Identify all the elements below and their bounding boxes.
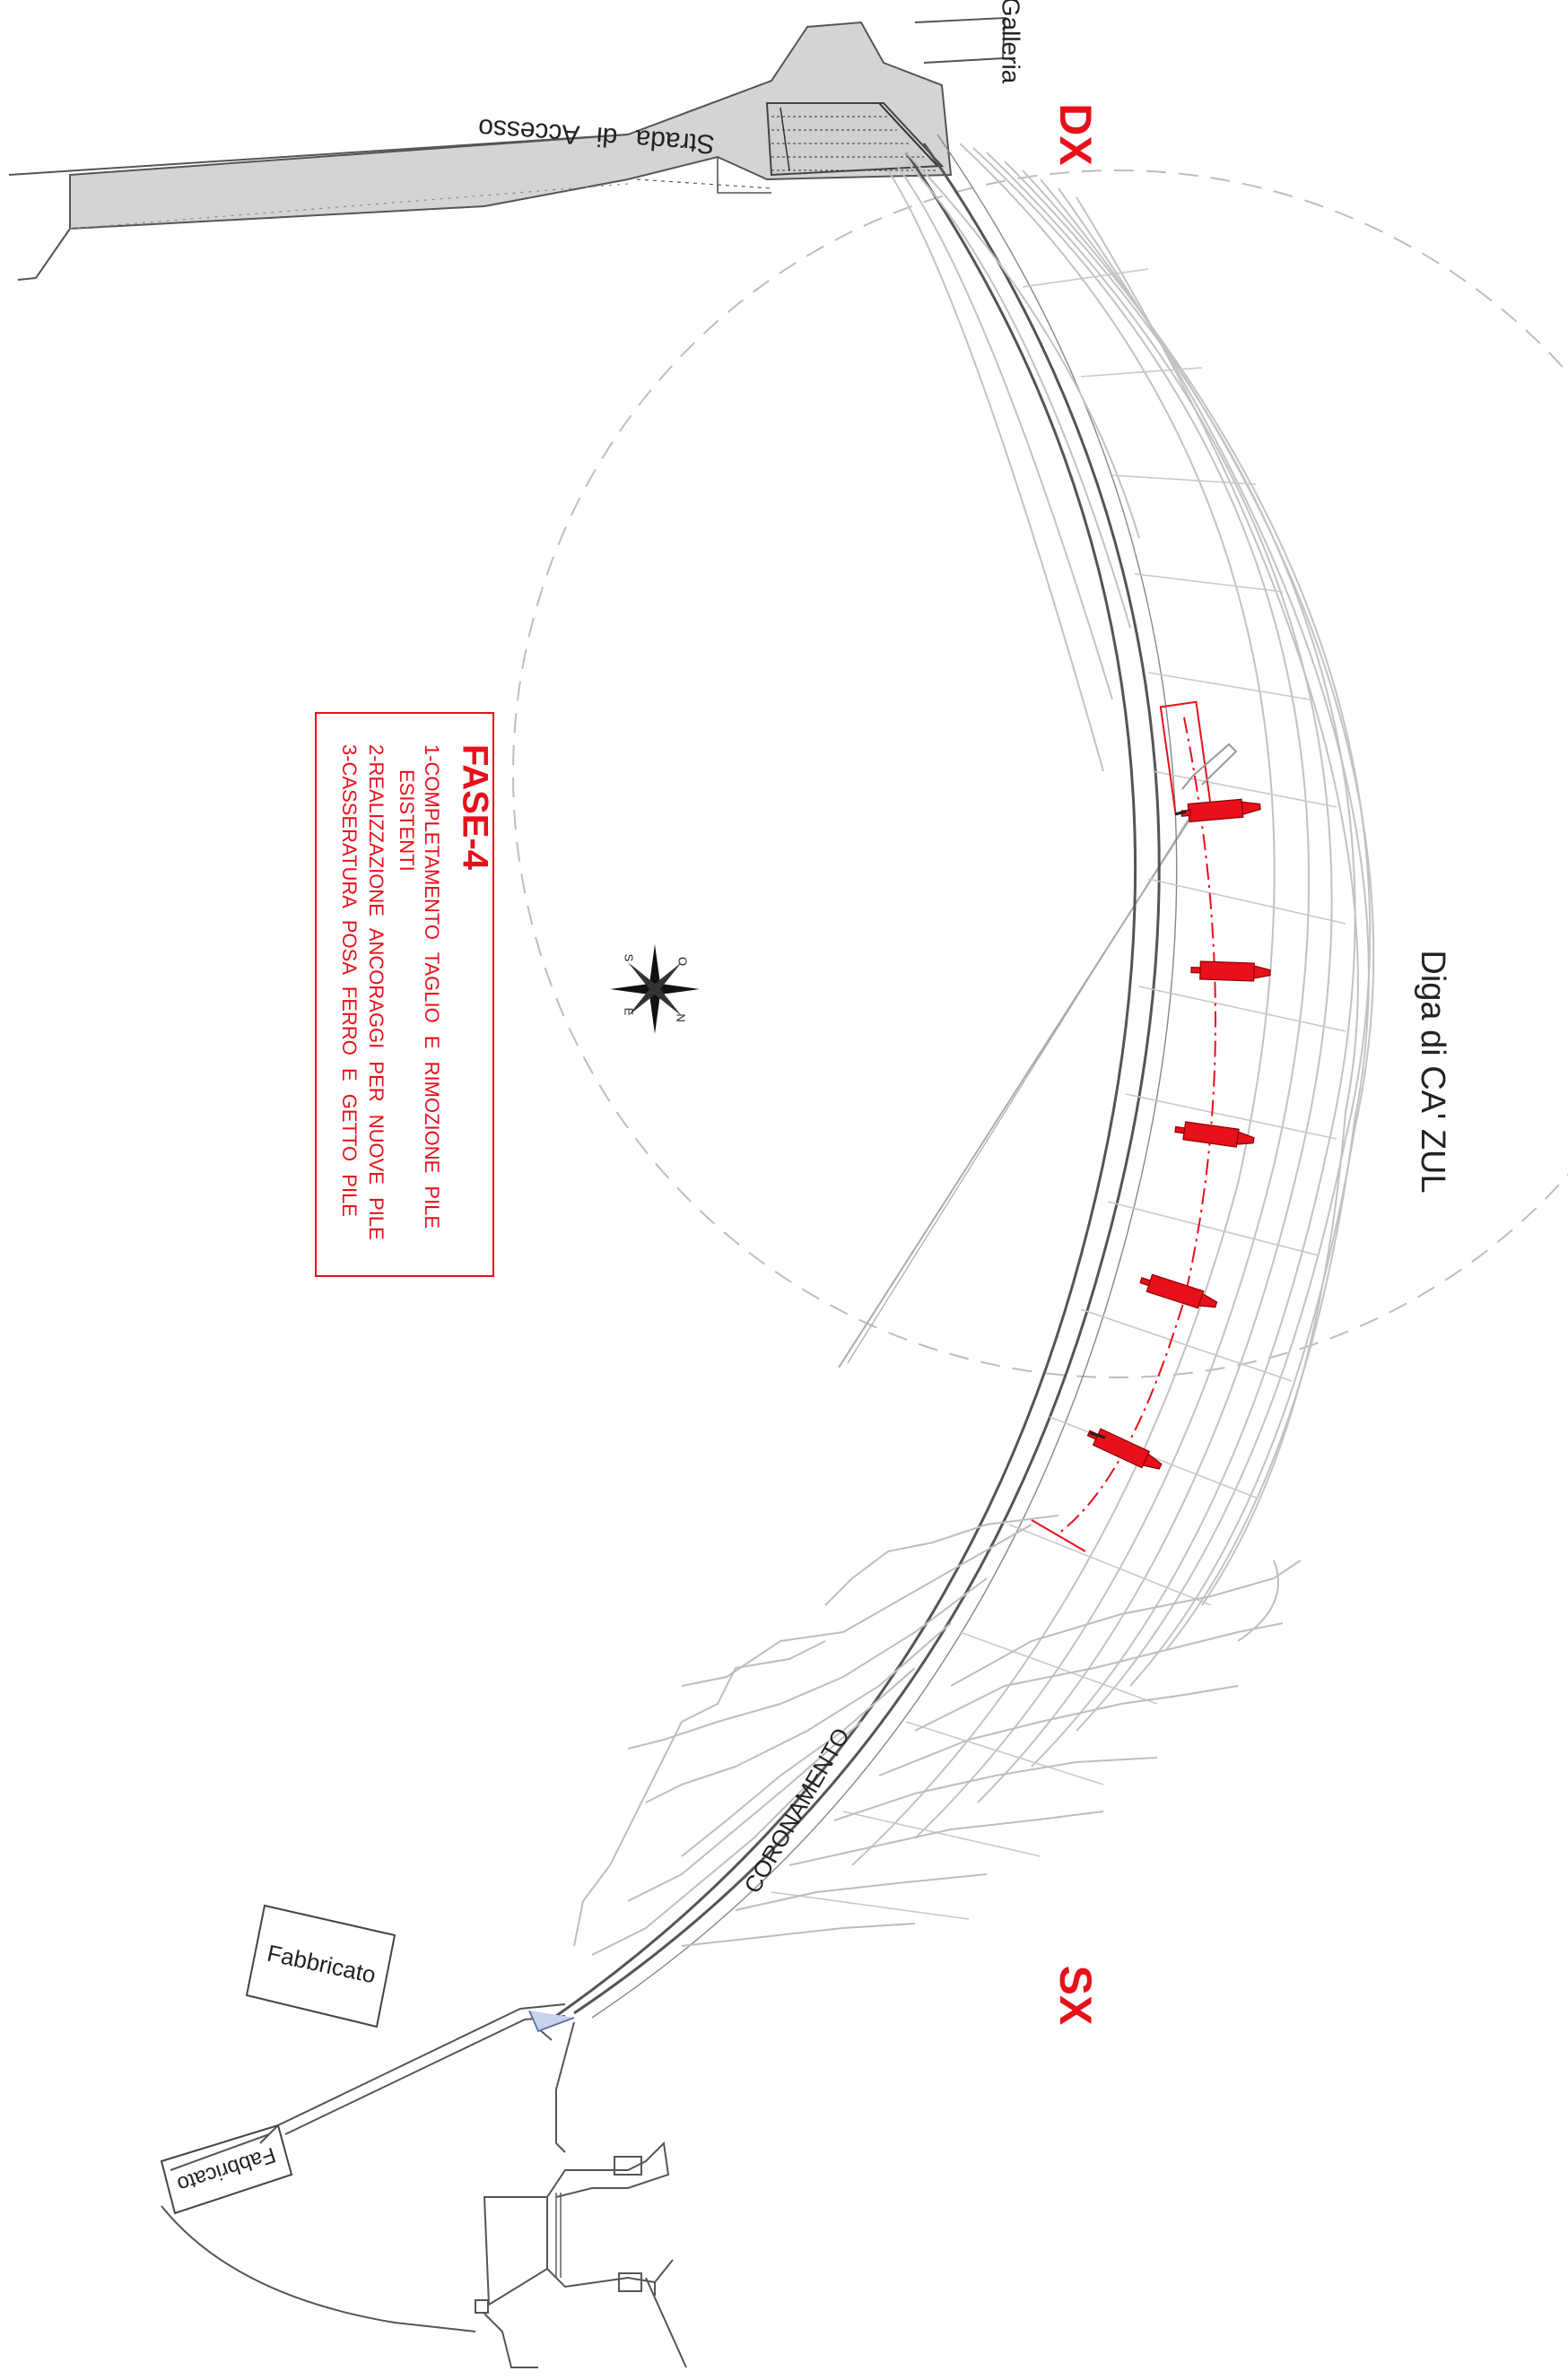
access-platform [765,102,945,177]
compass-n: N [675,1013,688,1021]
reference-circle [512,169,1568,1378]
phase-line-2: ESISTENTI [396,769,418,872]
dam-crest [555,134,1178,2019]
compass-s: S [623,954,636,962]
left-bank [161,2003,687,2368]
galleria-box [914,16,1006,64]
phase-title: FASE-4 [455,744,494,871]
fabbricato-upper-outline [245,1904,396,2028]
fabbricato-lower-outline [160,2124,293,2215]
compass-o: O [676,957,690,966]
compass-e: E [623,1008,636,1016]
pile-2 [1190,960,1271,982]
compass-rose [610,944,700,1034]
pile-markers [1089,810,1187,1439]
existing-pile [1181,743,1238,790]
fabbricato-upper-label: Fabbricato [265,1939,378,1988]
pile-3 [1174,1121,1255,1148]
phase-line-3: 2-REALIZZAZIONE ANCORAGGI PER NUOVE PILE [365,744,388,1240]
coronamento-label: CORONAMENTO [738,1724,855,1898]
phase-line-1: 1-COMPLETAMENTO TAGLIO E RIMOZIONE PILE [421,744,443,1229]
sx-label: SX [1050,1966,1101,2026]
pile-4 [1139,1273,1218,1309]
phase-box [315,712,494,1277]
terrain-left [573,1515,1059,1956]
dam-radials [771,268,1346,1920]
diga-label: Diga di CA' ZUL [1414,950,1451,1193]
pile-5 [1086,1428,1163,1470]
phase-text: FASE-4 1-COMPLETAMENTO TAGLIO E RIMOZION… [338,744,494,1240]
terrain-right [681,1559,1302,1947]
dam-contours [851,143,1375,1866]
phase-line-4: 3-CASSERATURA POSA FERRO E GETTO PILE [338,744,361,1217]
dx-label: DX [1050,103,1101,165]
pile-1 [1180,798,1261,823]
access-road [8,21,953,281]
new-piles [1086,798,1271,1470]
compass-letters: S O E N [623,954,690,1022]
galleria-label: Galleria [997,0,1025,84]
pile-axis [1058,717,1216,1534]
